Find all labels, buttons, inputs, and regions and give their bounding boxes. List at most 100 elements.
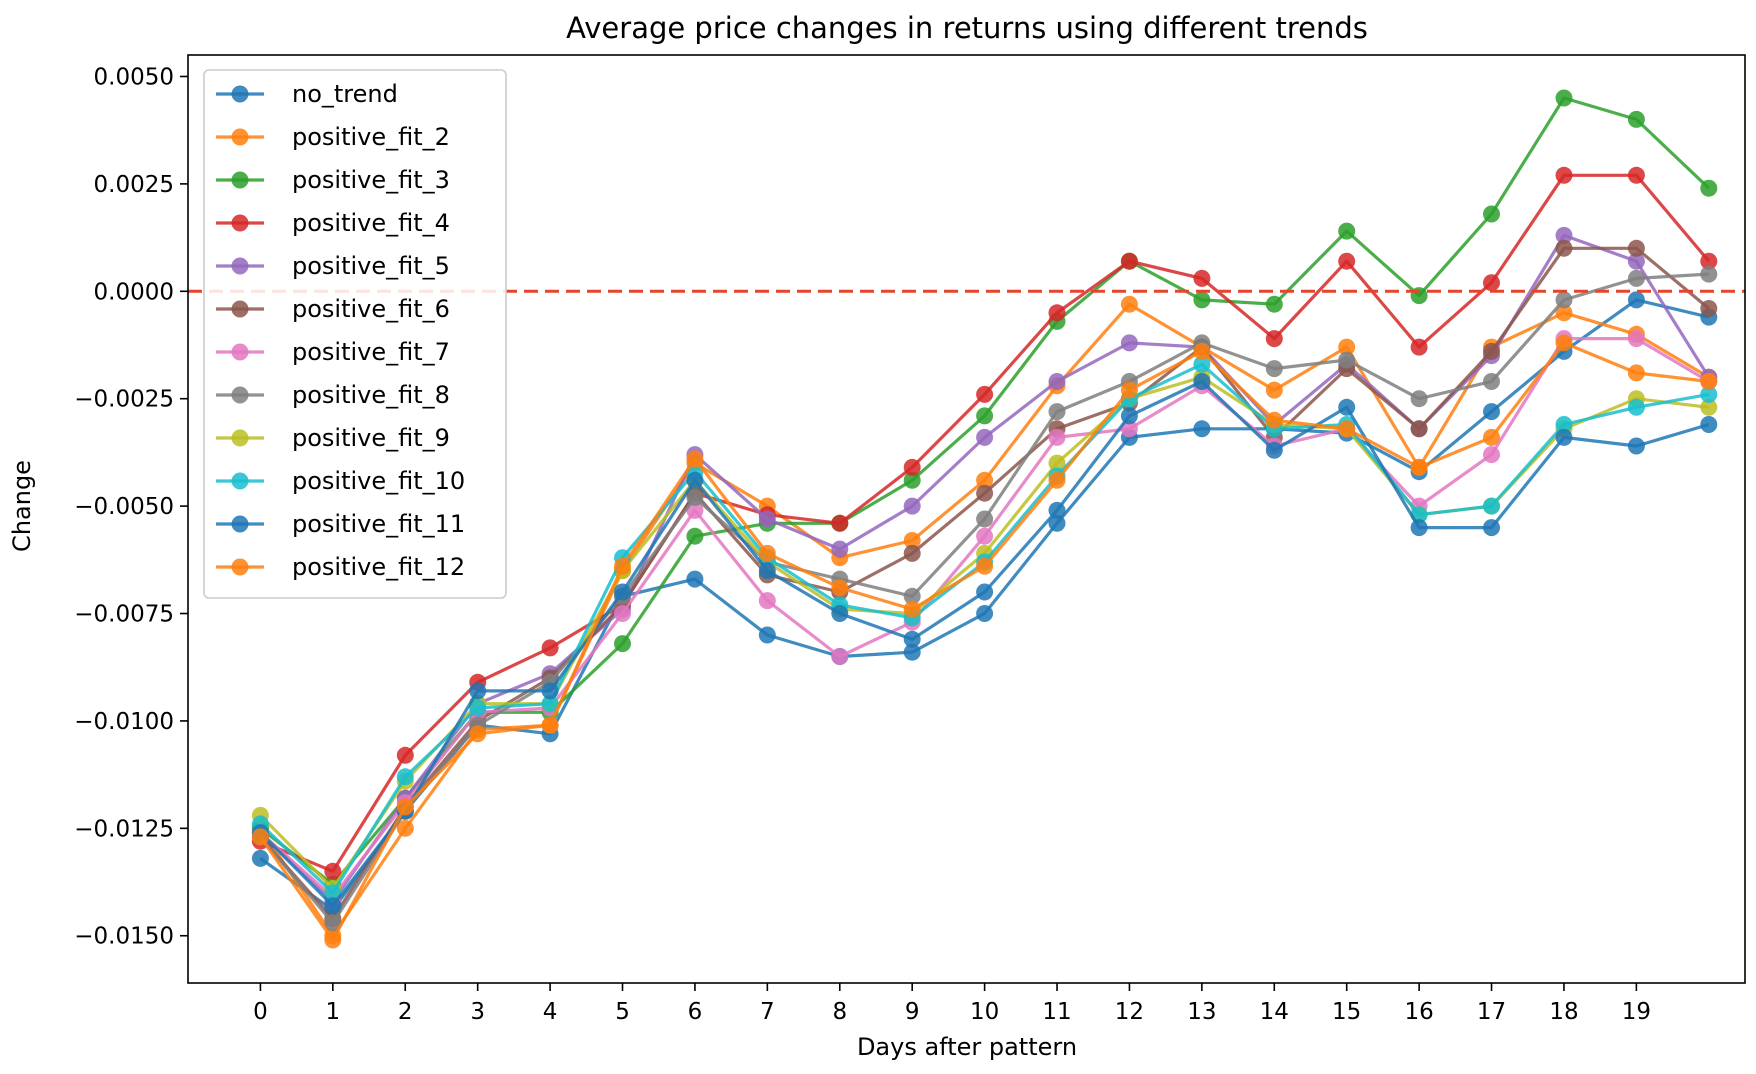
data-point-positive_fit_8-1 (324, 914, 342, 932)
x-tick-label: 13 (1187, 999, 1216, 1025)
data-point-positive_fit_11-14 (1265, 441, 1283, 459)
data-point-positive_fit_8-6 (686, 489, 704, 506)
y-tick-label: 0.0025 (94, 172, 174, 198)
legend-label-positive_fit_2: positive_fit_2 (292, 123, 450, 151)
data-point-positive_fit_12-20 (1700, 373, 1718, 390)
y-tick-label: −0.0100 (74, 709, 174, 735)
data-point-positive_fit_12-5 (614, 557, 631, 575)
data-point-positive_fit_11-17 (1483, 519, 1500, 537)
data-point-positive_fit_2-14 (1265, 381, 1283, 399)
x-tick-label: 3 (470, 999, 485, 1025)
data-point-positive_fit_4-8 (831, 514, 849, 532)
data-point-positive_fit_10-20 (1700, 385, 1718, 403)
data-point-positive_fit_3-10 (976, 407, 994, 425)
data-point-positive_fit_10-17 (1483, 497, 1500, 515)
y-tick-label: 0.0000 (94, 279, 174, 305)
data-point-positive_fit_10-1 (324, 884, 342, 902)
data-point-positive_fit_4-18 (1555, 166, 1573, 184)
x-tick-label: 11 (1042, 999, 1071, 1025)
chart-title: Average price changes in returns using d… (566, 11, 1368, 45)
data-point-positive_fit_2-18 (1555, 304, 1573, 322)
axes-frame (187, 54, 1746, 984)
data-point-positive_fit_12-13 (1193, 342, 1211, 360)
legend-label-positive_fit_4: positive_fit_4 (292, 209, 450, 237)
data-point-positive_fit_11-20 (1700, 416, 1718, 433)
legend-marker-positive_fit_11 (231, 515, 249, 533)
x-tick-label: 6 (688, 999, 703, 1025)
x-tick-label: 14 (1260, 999, 1289, 1025)
data-point-positive_fit_11-13 (1193, 373, 1211, 390)
data-point-positive_fit_8-14 (1265, 360, 1283, 378)
data-point-positive_fit_3-19 (1627, 110, 1645, 128)
data-point-positive_fit_4-20 (1700, 252, 1718, 270)
data-point-positive_fit_4-4 (541, 639, 559, 657)
legend-marker-positive_fit_7 (231, 343, 249, 361)
data-point-positive_fit_8-11 (1048, 403, 1066, 421)
legend-marker-positive_fit_10 (231, 472, 249, 490)
series-group (251, 89, 1718, 949)
legend-label-positive_fit_10: positive_fit_10 (292, 467, 465, 495)
data-point-no_trend-13 (1193, 420, 1211, 438)
legend-label-positive_fit_8: positive_fit_8 (292, 381, 450, 409)
data-point-positive_fit_2-2 (396, 819, 414, 837)
data-point-no_trend-9 (903, 643, 921, 661)
data-point-no_trend-19 (1627, 291, 1645, 309)
y-tick-label: 0.0050 (94, 64, 174, 90)
data-point-positive_fit_8-17 (1483, 373, 1500, 390)
data-point-positive_fit_8-18 (1555, 291, 1573, 309)
data-point-positive_fit_11-19 (1627, 437, 1645, 455)
legend-label-no_trend: no_trend (292, 80, 398, 108)
data-point-positive_fit_11-15 (1338, 398, 1356, 416)
data-point-positive_fit_7-11 (1048, 428, 1066, 446)
data-point-positive_fit_10-3 (469, 699, 487, 717)
data-point-positive_fit_5-18 (1555, 226, 1573, 244)
data-point-positive_fit_4-17 (1483, 274, 1500, 292)
data-point-positive_fit_12-6 (686, 450, 704, 468)
x-tick-label: 10 (970, 999, 999, 1025)
data-point-positive_fit_3-18 (1555, 89, 1573, 107)
data-point-positive_fit_5-9 (903, 497, 921, 515)
data-point-positive_fit_3-6 (686, 527, 704, 545)
data-point-positive_fit_11-9 (903, 630, 921, 648)
data-point-no_trend-0 (251, 849, 269, 867)
data-point-positive_fit_12-7 (758, 544, 776, 562)
legend-marker-positive_fit_4 (231, 214, 249, 232)
data-point-positive_fit_7-19 (1627, 330, 1645, 348)
data-point-positive_fit_9-20 (1700, 398, 1718, 416)
x-tick-label: 2 (398, 999, 413, 1025)
data-point-positive_fit_3-5 (614, 635, 631, 653)
data-point-positive_fit_12-4 (541, 716, 559, 734)
data-point-no_trend-17 (1483, 403, 1500, 421)
data-point-positive_fit_6-16 (1410, 420, 1428, 438)
data-point-positive_fit_12-14 (1265, 411, 1283, 429)
data-point-positive_fit_5-11 (1048, 373, 1066, 390)
data-point-positive_fit_12-19 (1627, 364, 1645, 382)
data-point-positive_fit_6-20 (1700, 300, 1718, 317)
data-point-positive_fit_5-8 (831, 540, 849, 558)
data-point-positive_fit_4-10 (976, 385, 994, 403)
data-point-positive_fit_8-16 (1410, 390, 1428, 408)
data-point-positive_fit_2-9 (903, 532, 921, 549)
data-point-positive_fit_8-9 (903, 587, 921, 605)
data-point-positive_fit_2-12 (1120, 295, 1138, 313)
legend-marker-positive_fit_12 (231, 558, 249, 576)
data-point-positive_fit_12-3 (469, 725, 487, 743)
data-point-positive_fit_8-19 (1627, 269, 1645, 287)
y-tick-label: −0.0050 (74, 494, 174, 520)
data-point-positive_fit_4-2 (396, 746, 414, 764)
data-point-positive_fit_12-0 (251, 828, 269, 846)
data-point-positive_fit_8-15 (1338, 351, 1356, 369)
data-point-positive_fit_12-9 (903, 600, 921, 618)
data-point-positive_fit_3-16 (1410, 287, 1428, 305)
data-point-positive_fit_2-15 (1338, 338, 1356, 356)
legend-label-positive_fit_12: positive_fit_12 (292, 553, 465, 581)
legend-marker-positive_fit_6 (231, 300, 249, 318)
data-point-positive_fit_3-9 (903, 471, 921, 489)
data-point-positive_fit_11-18 (1555, 428, 1573, 446)
data-point-positive_fit_11-3 (469, 682, 487, 700)
x-axis-label: Days after pattern (857, 1033, 1077, 1061)
data-point-positive_fit_11-5 (614, 583, 631, 601)
data-point-positive_fit_11-4 (541, 682, 559, 700)
legend-marker-positive_fit_3 (231, 171, 249, 189)
legend-marker-positive_fit_8 (231, 386, 249, 404)
